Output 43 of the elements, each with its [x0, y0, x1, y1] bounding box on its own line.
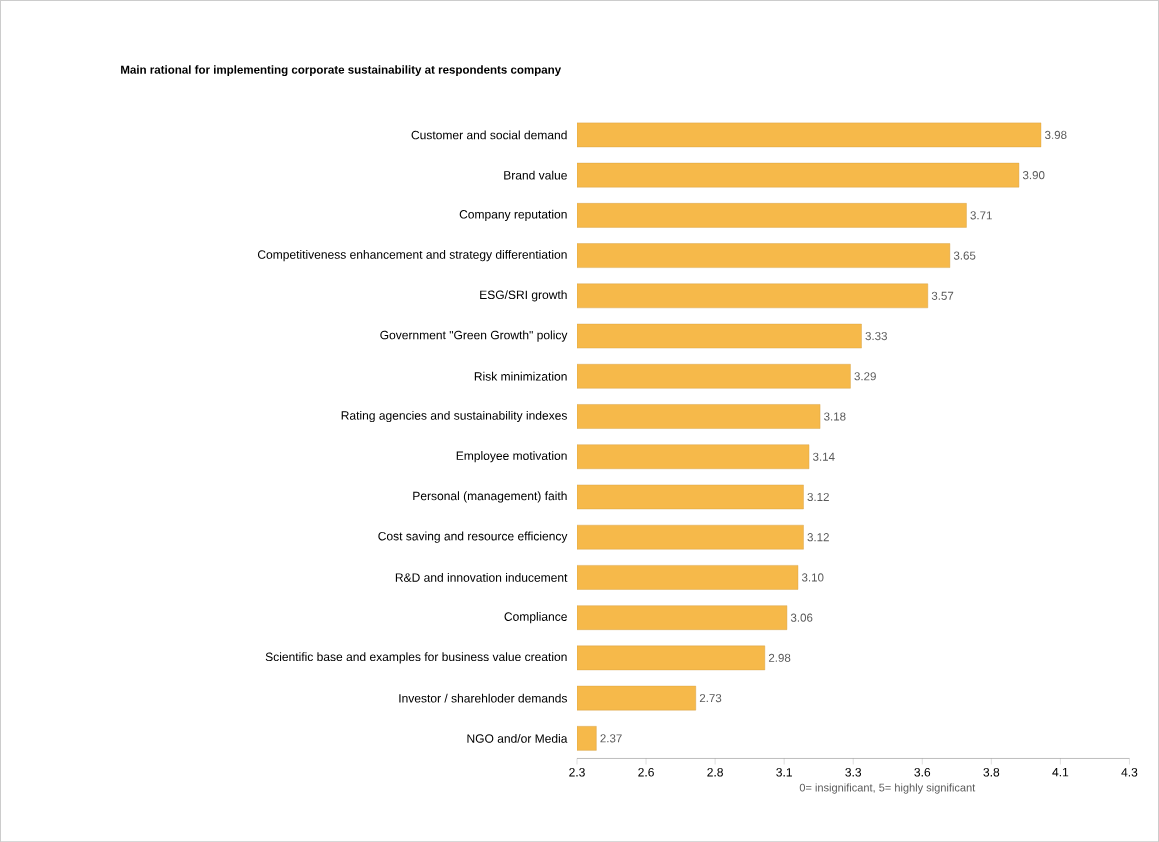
data-label: 3.10: [801, 573, 824, 582]
data-label: 2.98: [768, 653, 791, 662]
x-tick-label: 2.3: [569, 767, 585, 777]
y-tick-label: Scientific base and examples for business value creation: [265, 652, 567, 664]
data-label: 3.14: [812, 452, 835, 461]
data-label: 3.33: [865, 331, 887, 341]
y-tick-label: Government "Green Growth" policy: [380, 330, 568, 342]
x-tick-label: 3.6: [914, 767, 931, 777]
data-label: 3.18: [824, 412, 846, 421]
y-tick-label: Personal (management) faith: [413, 491, 567, 503]
x-tick-label: 3.3: [845, 767, 862, 777]
y-tick-label: NGO and/or Media: [467, 733, 568, 743]
y-tick-label: Employee motivation: [456, 451, 567, 463]
data-label: 3.12: [807, 492, 829, 501]
y-tick-label: Competitiveness enhancement and strategy differentiation: [257, 249, 567, 262]
y-tick-label: Rating agencies and sustainability indexes: [341, 410, 567, 423]
y-tick-label: Risk minimization: [474, 371, 567, 381]
x-tick-label: 4.1: [1052, 767, 1069, 777]
y-tick-label: Investor / sharehloder demands: [399, 693, 567, 703]
y-tick-label: Company reputation: [459, 209, 567, 221]
data-label: 3.90: [1022, 170, 1045, 180]
data-label: 3.29: [854, 372, 876, 381]
x-tick-label: 4.3: [1121, 767, 1138, 777]
y-tick-label: ESG/SRI growth: [480, 290, 567, 302]
data-label: 2.37: [600, 734, 622, 743]
data-label: 3.57: [931, 291, 954, 300]
y-tick-label: Compliance: [504, 611, 567, 624]
y-tick-label: R&D and innovation inducement: [395, 572, 568, 582]
x-tick-label: 3.1: [776, 767, 792, 777]
data-label: 3.06: [790, 613, 813, 622]
y-tick-label: Brand value: [504, 170, 567, 180]
data-label: 3.12: [807, 533, 829, 542]
data-label: 3.71: [970, 211, 992, 220]
x-axis-title: 0= insignificant, 5= highly significant: [799, 783, 976, 794]
data-label: 3.98: [1045, 130, 1067, 139]
text: Main rational for implementing corporate sustainability at respondents company: [121, 65, 562, 76]
x-tick-label: 2.8: [707, 767, 723, 777]
y-tick-label: Customer and social demand: [411, 130, 567, 140]
data-label: 2.73: [699, 693, 722, 703]
x-tick-label: 2.6: [638, 767, 654, 777]
y-tick-label: Cost saving and resource efficiency: [378, 531, 568, 543]
x-tick-label: 3.8: [983, 767, 1000, 777]
data-label: 3.65: [953, 251, 976, 260]
